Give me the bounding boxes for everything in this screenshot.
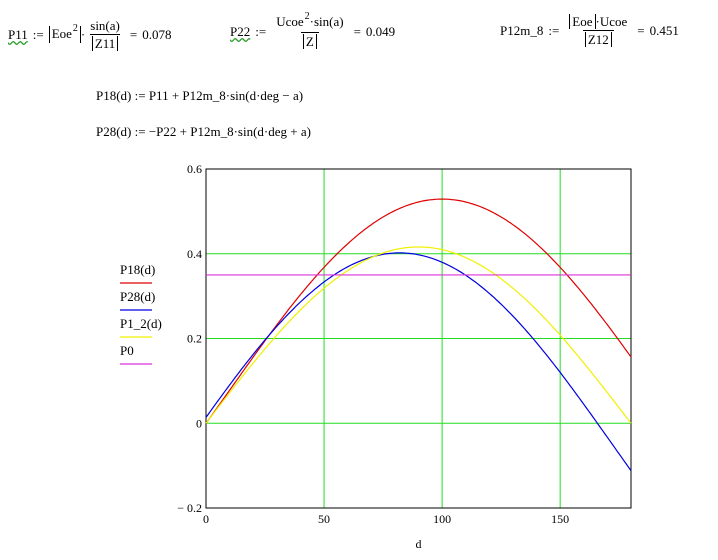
exponent: 2	[72, 23, 78, 34]
denominator: Z12	[584, 32, 612, 47]
define-operator: :=	[32, 27, 44, 42]
eoe-symbol: Eoe	[51, 26, 72, 41]
fraction-sin-over-z11: sin(a) Z11	[88, 18, 122, 51]
p12-name: P12m_8	[500, 23, 544, 38]
equation-p22[interactable]: P22 := Ucoe2·sin(a) Z = 0.049	[230, 11, 396, 49]
legend-label: P28(d)	[120, 289, 155, 304]
equation-p28[interactable]: P28(d) := −P22 + P12m_8·sin(d·deg + a)	[96, 124, 311, 139]
y-tick-label: 0.4	[187, 247, 202, 261]
equation-p12m-8[interactable]: P12m_8 := Eoe ·Ucoe Z12 = 0.451	[500, 14, 679, 47]
legend-label: P18(d)	[120, 262, 155, 277]
define-operator: :=	[548, 23, 560, 38]
x-tick-label: 150	[551, 512, 569, 526]
p11-name: P11	[8, 27, 28, 42]
y-tick-label: − 0.2	[177, 501, 202, 515]
plot-frame	[205, 168, 632, 509]
numerator: Eoe ·Ucoe	[567, 14, 629, 30]
legend-label: P1_2(d)	[120, 316, 162, 331]
legend-label: P0	[120, 343, 134, 358]
denominator: Z	[302, 34, 317, 49]
abs-eoe: Eoe2	[48, 23, 81, 43]
series-line-p18-d-	[205, 198, 632, 424]
equals-sign: =	[637, 23, 645, 38]
p22-value: 0.049	[365, 24, 396, 39]
y-tick-label: 0.6	[187, 162, 202, 176]
p12-value: 0.451	[649, 23, 679, 38]
x-tick-label: 50	[318, 512, 330, 526]
y-tick-label: 0.2	[187, 332, 202, 346]
fraction-ucoe-over-z: Ucoe2·sin(a) Z	[274, 11, 345, 49]
y-tick-label: 0	[196, 416, 202, 430]
equals-sign: =	[129, 27, 138, 42]
fraction-eoe-ucoe-over-z12: Eoe ·Ucoe Z12	[567, 14, 629, 47]
series-line-p1-2-d-	[205, 246, 632, 424]
denominator: Z11	[91, 36, 119, 51]
equation-p11[interactable]: P11 := Eoe2 · sin(a) Z11 = 0.078	[8, 18, 172, 51]
numerator: Ucoe2·sin(a)	[276, 11, 344, 29]
x-tick-label: 100	[433, 512, 451, 526]
p22-name: P22	[230, 24, 251, 39]
equation-p18[interactable]: P18(d) := P11 + P12m_8·sin(d·deg − a)	[96, 88, 304, 103]
p11-value: 0.078	[142, 27, 172, 42]
series-line-p28-d-	[205, 252, 632, 471]
numerator: sin(a)	[90, 18, 120, 33]
x-tick-label: 0	[203, 512, 209, 526]
equals-sign: =	[353, 24, 361, 39]
define-operator: :=	[255, 24, 267, 39]
x-axis-label: d	[416, 537, 422, 551]
